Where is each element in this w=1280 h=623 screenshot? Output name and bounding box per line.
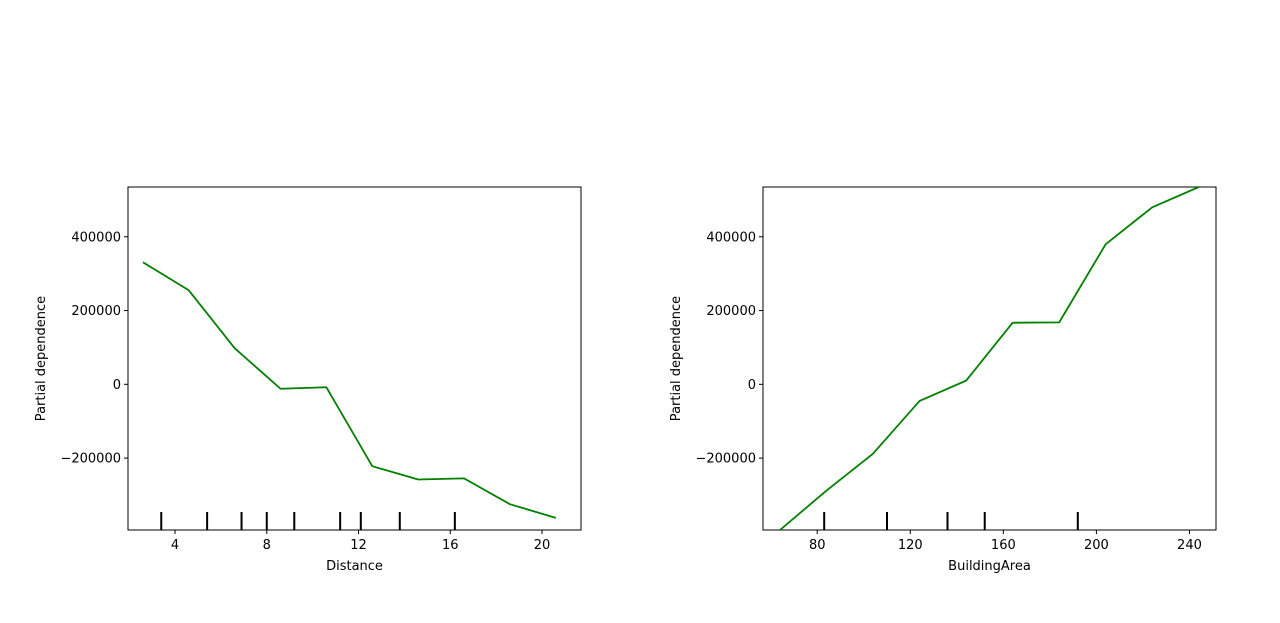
- y-tick-label: 0: [748, 378, 756, 393]
- x-axis-ticks: 80 120 160 200 240: [809, 530, 1202, 553]
- y-tick-label: −200000: [695, 452, 756, 467]
- decile-rug: [823, 512, 1079, 530]
- plot-frame: [127, 186, 582, 531]
- y-axis-ticks: −200000 0 200000 400000: [695, 230, 763, 467]
- x-tick-label: 12: [350, 538, 367, 553]
- x-tick-label: 200: [1084, 538, 1109, 553]
- x-tick-label: 16: [442, 538, 459, 553]
- x-tick-label: 80: [809, 538, 826, 553]
- partial-dependence-line: [779, 187, 1200, 530]
- series-lines: [142, 261, 557, 519]
- x-axis-ticks: 4 8 12 16 20: [171, 530, 550, 553]
- y-tick-label: 200000: [706, 304, 756, 319]
- y-tick-label: 0: [113, 378, 121, 393]
- y-tick-label: 400000: [71, 230, 121, 245]
- y-axis-ticks: −200000 0 200000 400000: [60, 230, 128, 467]
- x-axis-label: BuildingArea: [948, 559, 1031, 574]
- x-axis-label: Distance: [326, 559, 383, 574]
- y-tick-label: −200000: [60, 452, 121, 467]
- decile-rug: [160, 512, 456, 530]
- plot-frame: [762, 186, 1217, 531]
- subplot-building-area: 80 120 160 200 240 −200000 0 200000 400000 Buil…: [669, 186, 1217, 574]
- series-lines: [779, 187, 1200, 530]
- x-tick-label: 4: [171, 538, 179, 553]
- partial-dependence-line: [142, 261, 557, 519]
- x-tick-label: 8: [263, 538, 271, 553]
- y-axis-label: Partial dependence: [34, 296, 49, 421]
- y-axis-label: Partial dependence: [669, 296, 684, 421]
- subplot-distance: 4 8 12 16 20 −200000 0 200000 400000 Distance P…: [34, 186, 582, 574]
- x-tick-label: 240: [1177, 538, 1202, 553]
- y-tick-label: 200000: [71, 304, 121, 319]
- y-tick-label: 400000: [706, 230, 756, 245]
- x-tick-label: 120: [898, 538, 923, 553]
- x-tick-label: 20: [534, 538, 551, 553]
- x-tick-label: 160: [991, 538, 1016, 553]
